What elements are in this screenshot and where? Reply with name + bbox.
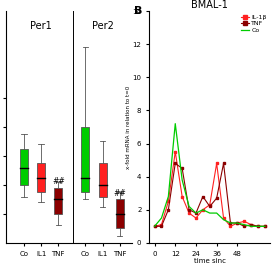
Co	[263, 225, 267, 228]
Line: IL-1β: IL-1β	[153, 150, 266, 228]
IL-1β	[243, 220, 246, 223]
TNF	[222, 162, 225, 165]
Bar	[37, 163, 45, 192]
Co	[167, 195, 170, 198]
Co	[256, 225, 260, 228]
TNF	[263, 225, 267, 228]
IL-1β	[153, 225, 156, 228]
Co	[153, 225, 156, 228]
IL-1β	[236, 221, 239, 225]
TNF	[256, 225, 260, 228]
IL-1β	[201, 208, 205, 211]
Bar	[20, 149, 28, 185]
Text: Per2: Per2	[92, 21, 113, 31]
TNF	[153, 225, 156, 228]
X-axis label: time sinc: time sinc	[194, 258, 226, 264]
TNF	[181, 167, 184, 170]
Line: TNF: TNF	[153, 162, 266, 228]
IL-1β	[187, 211, 191, 215]
TNF	[187, 208, 191, 211]
IL-1β	[263, 225, 267, 228]
TNF	[229, 221, 232, 225]
Co	[181, 178, 184, 182]
Co	[187, 205, 191, 208]
Bar	[99, 163, 107, 197]
TNF	[174, 162, 177, 165]
Co	[222, 218, 225, 221]
TNF	[167, 208, 170, 211]
Bar	[81, 127, 89, 192]
Co	[236, 221, 239, 225]
Co	[229, 221, 232, 225]
Legend: IL-1β, TNF, Co: IL-1β, TNF, Co	[241, 14, 267, 33]
IL-1β	[208, 203, 211, 206]
IL-1β	[194, 216, 198, 220]
Bar	[54, 188, 62, 214]
TNF	[250, 223, 253, 226]
IL-1β	[181, 195, 184, 198]
Co	[208, 211, 211, 215]
TNF	[215, 197, 218, 200]
IL-1β	[167, 200, 170, 203]
IL-1β	[250, 223, 253, 226]
TNF	[243, 225, 246, 228]
TNF	[236, 221, 239, 225]
IL-1β	[256, 225, 260, 228]
TNF	[160, 225, 163, 228]
TNF	[208, 205, 211, 208]
Y-axis label: x-fold mRNA in relation to t=0: x-fold mRNA in relation to t=0	[126, 85, 131, 169]
Bar	[116, 199, 124, 229]
Co	[194, 211, 198, 215]
IL-1β	[229, 225, 232, 228]
Co	[174, 122, 177, 125]
Co	[243, 223, 246, 226]
TNF	[201, 195, 205, 198]
Co	[160, 216, 163, 220]
IL-1β	[215, 162, 218, 165]
IL-1β	[160, 223, 163, 226]
Co	[201, 208, 205, 211]
Co	[250, 225, 253, 228]
Text: ##: ##	[113, 189, 126, 198]
Text: ##: ##	[52, 177, 65, 186]
IL-1β	[174, 150, 177, 153]
Text: B: B	[134, 6, 143, 16]
IL-1β	[222, 216, 225, 220]
Line: Co: Co	[155, 124, 265, 226]
Title: BMAL-1: BMAL-1	[191, 0, 228, 10]
TNF	[194, 211, 198, 215]
Co	[215, 211, 218, 215]
Text: Per1: Per1	[30, 21, 52, 31]
